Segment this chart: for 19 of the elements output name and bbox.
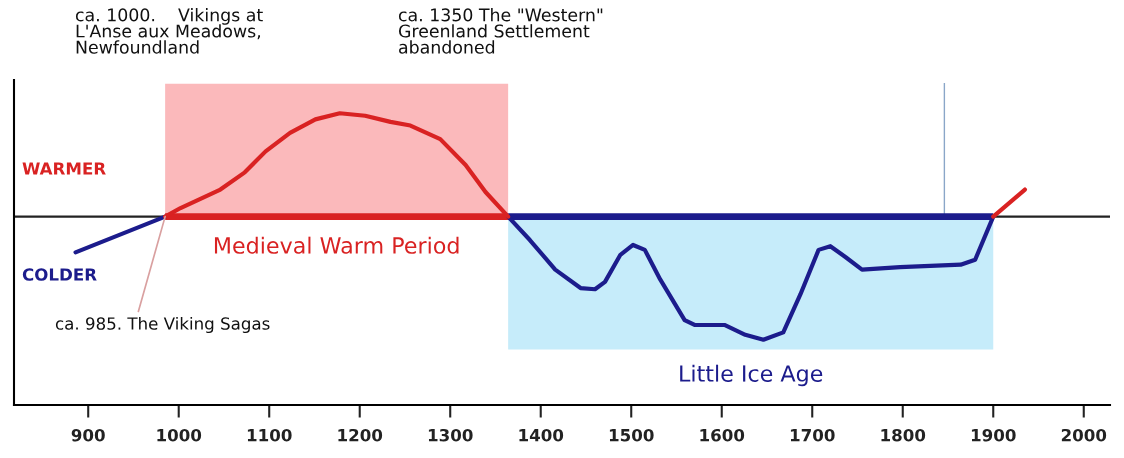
band-label: Little Ice Age — [680, 364, 823, 387]
annotation: COLDER — [22, 268, 97, 281]
x-tick-label: 1200 — [338, 428, 383, 442]
x-tick-label: 1500 — [609, 428, 654, 442]
annotation: ca. 985. The Viking Sagas — [55, 316, 270, 334]
x-tick-label: 1600 — [700, 428, 745, 442]
x-tick-label: 1300 — [428, 428, 473, 442]
x-tick-label: 900 — [71, 428, 105, 442]
x-tick-label: 1400 — [519, 428, 564, 442]
x-tick-label: 2000 — [1061, 428, 1107, 442]
text: ca. 1350 The "Western" Greenland Settlement abandoned — [398, 8, 603, 54]
x-tick-label: 1100 — [247, 428, 292, 442]
x-tick-label: 1900 — [971, 428, 1016, 442]
band-label: Medieval Warm Period — [214, 236, 459, 254]
annotation: WARMER — [22, 162, 106, 175]
text: ca. 1000. Vikings at L'Anse aux Meadows, Newfoundland — [75, 8, 263, 54]
x-tick-label: 1700 — [790, 428, 835, 442]
x-tick-label: 1800 — [881, 428, 926, 442]
x-tick-label: 1000 — [157, 428, 202, 442]
